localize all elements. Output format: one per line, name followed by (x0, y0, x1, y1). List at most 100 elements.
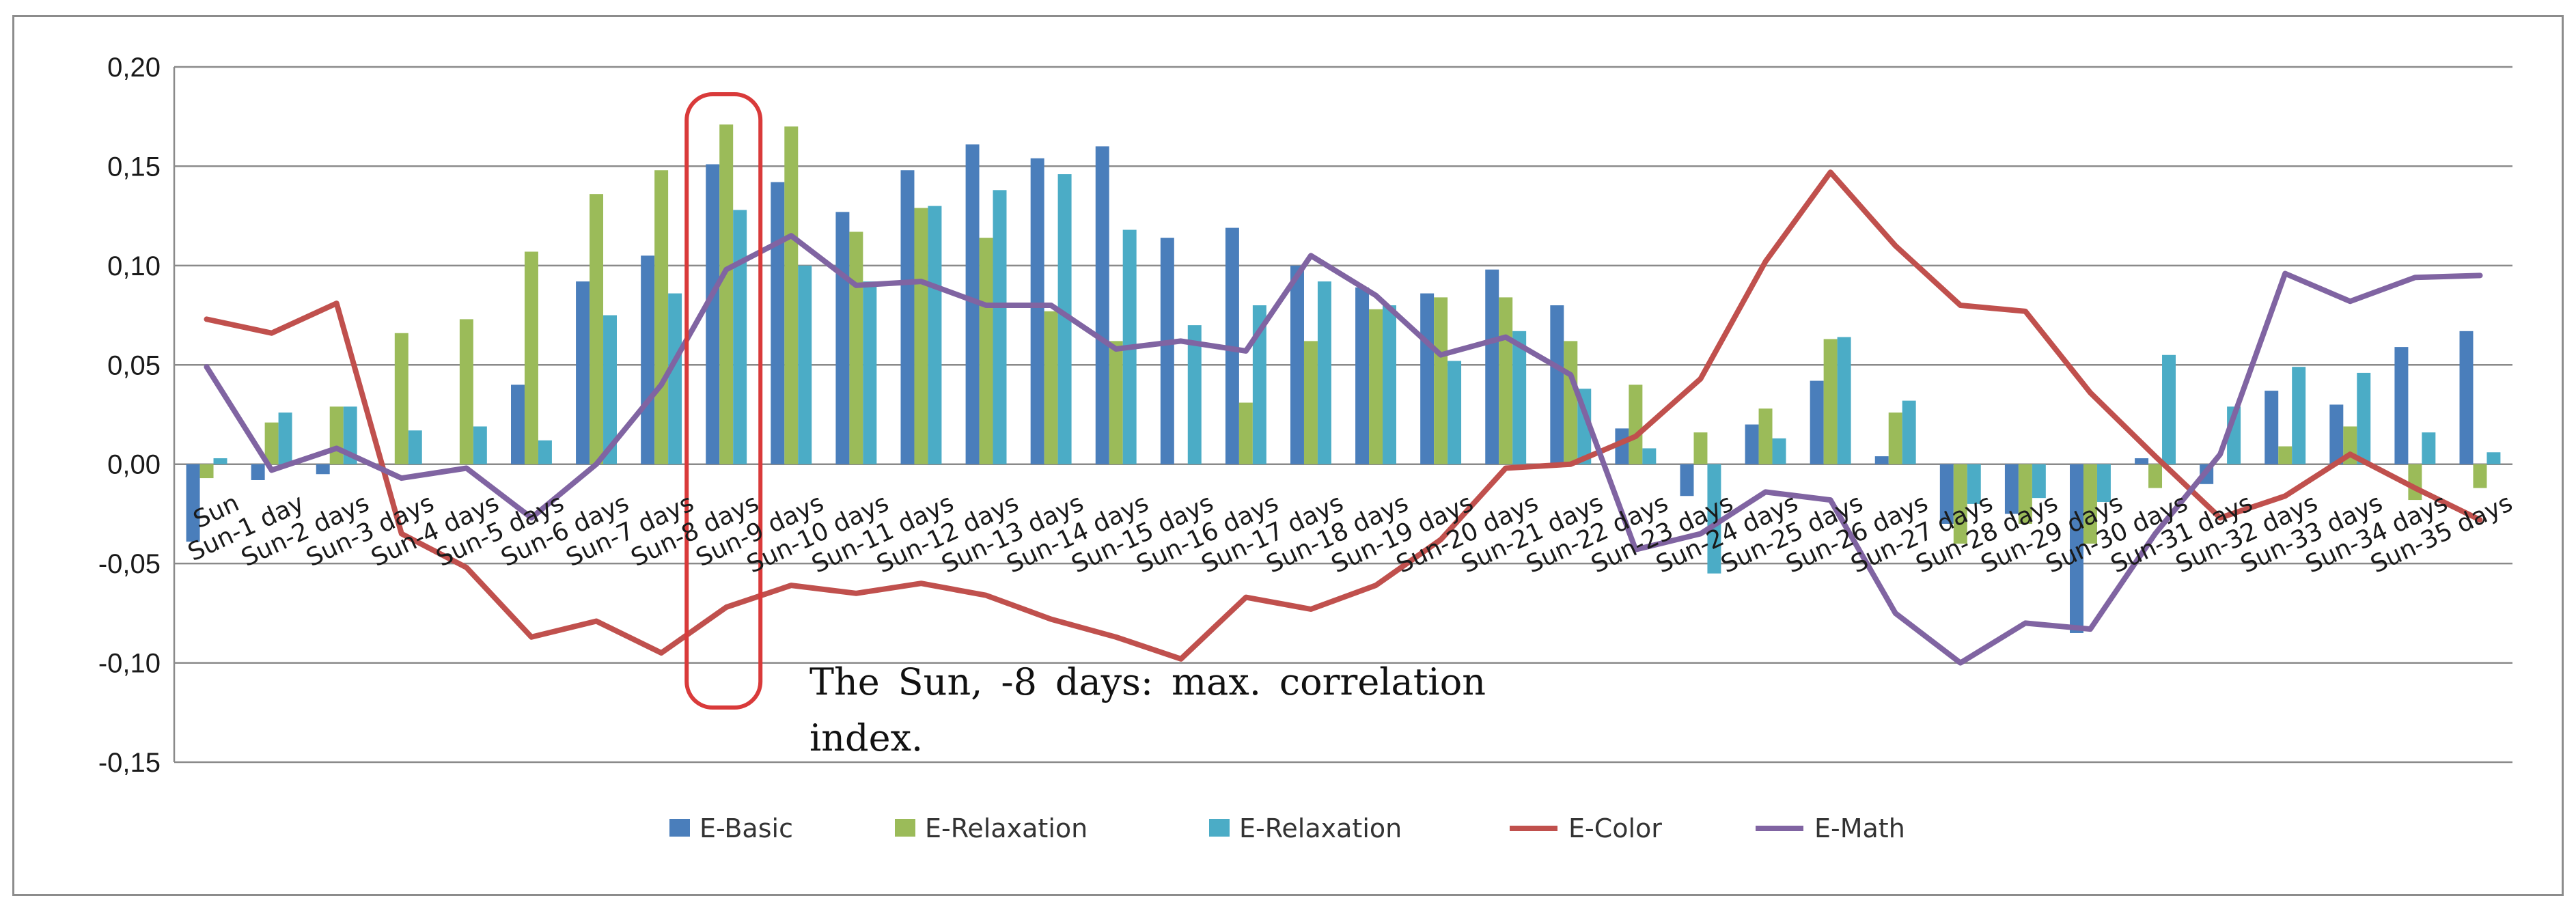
bar-1-sun-30-days (2135, 458, 2149, 464)
bar-2-sun-2-days (329, 406, 344, 464)
bar-1-sun-1-day (251, 464, 265, 480)
bar-2-sun-24-days (1758, 408, 1773, 464)
bar-3-sun-27-days (1967, 464, 1981, 504)
bar-3-sun-1-day (278, 412, 292, 464)
chart-annotation: The Sun, -8 days: max. correlation index… (809, 660, 1486, 759)
y-tick-label: -0,15 (98, 748, 161, 778)
bar-1-sun-12-days (965, 144, 980, 464)
y-tick-label: 0,15 (107, 152, 161, 182)
bar-3-sun-35-days (2487, 452, 2501, 464)
bar-2-sun-10-days (849, 232, 863, 464)
bar-1-sun-8-days (706, 164, 720, 464)
bar-1-sun-7-days (641, 255, 655, 464)
bar-3-sun-8-days (733, 210, 747, 464)
bar-2-sun-12-days (979, 238, 993, 464)
bar-2-sun-8-days (719, 124, 734, 464)
bar-3-sun-9-days (798, 265, 812, 464)
bar-1-sun-22-days (1615, 428, 1629, 464)
bar-3-sun-23-days (1707, 464, 1721, 574)
bar-3-sun-19-days (1448, 361, 1462, 464)
bar-2-sun-35-days (2473, 464, 2487, 488)
legend-label: E-Relaxation (925, 813, 1088, 843)
bar-3-sun-33-days (2357, 372, 2371, 464)
bar-3-sun-12-days (993, 190, 1007, 464)
bar-2-sun-16-days (1238, 402, 1253, 464)
bar-1-sun-23-days (1680, 464, 1694, 497)
bar-3-sun-11-days (928, 206, 942, 464)
bar-1-sun-14-days (1095, 146, 1109, 464)
bar-1-sun-5-days (511, 384, 525, 464)
bar-2-sun-20-days (1499, 297, 1513, 464)
y-axis-ticks: -0,15 -0,10 -0,05 0,00 0,05 0,10 0,15 0,20 (98, 53, 161, 778)
bar-1-sun-28-days (2004, 464, 2019, 514)
bar-2-sun-29-days (2083, 464, 2097, 544)
bar-3-sun-3-days (408, 430, 422, 464)
line-e-color (204, 169, 2483, 662)
bar-1-sun-9-days (771, 182, 785, 464)
bar-1-sun-18-days (1355, 287, 1370, 464)
bar-3-sun-4-days (473, 426, 487, 464)
bar-3-sun-7-days (668, 293, 682, 464)
bar-1-sun-17-days (1290, 265, 1304, 464)
bar-3-sun-32-days (2292, 367, 2306, 464)
bar-3-sun-29-days (2096, 464, 2111, 502)
bar-1-sun-24-days (1745, 424, 1759, 464)
bar-2-sun-7-days (654, 170, 669, 464)
y-tick-label: 0,05 (107, 350, 161, 380)
bar-2-sun-34-days (2408, 464, 2422, 501)
bar-1-sun-6-days (576, 281, 590, 464)
legend-label: E-Math (1814, 813, 1905, 843)
bar-3-sun-25-days (1837, 337, 1851, 464)
bar-3-sun-6-days (603, 315, 617, 464)
bar-3-sun (213, 458, 227, 464)
bar-1-sun-34-days (2394, 347, 2409, 464)
bar-1-sun-20-days (1485, 269, 1499, 464)
bar-1-sun-16-days (1225, 227, 1239, 464)
bar-2-sun-32-days (2278, 446, 2293, 464)
bar-3-sun-34-days (2422, 432, 2436, 464)
bar-3-sun-20-days (1512, 331, 1527, 464)
bar-2-sun-13-days (1044, 311, 1058, 464)
bar-2-sun-5-days (524, 251, 538, 464)
y-tick-label: -0,10 (98, 649, 161, 679)
bar-1-sun (186, 464, 200, 542)
y-tick-label: 0,10 (107, 251, 161, 281)
bar-2-sun (199, 464, 214, 479)
bar-2-sun-22-days (1629, 384, 1643, 464)
bar-3-sun-26-days (1902, 400, 1916, 464)
bar-3-sun-22-days (1642, 448, 1657, 464)
bar-3-sun-10-days (863, 281, 877, 464)
legend-label: E-Basic (700, 813, 793, 843)
bar-1-sun-25-days (1810, 380, 1824, 464)
bar-3-sun-2-days (343, 406, 357, 464)
legend-swatch (1209, 819, 1230, 837)
bar-2-sun-17-days (1303, 341, 1318, 464)
bar-2-sun-30-days (2148, 464, 2163, 488)
bar-1-sun-32-days (2265, 391, 2279, 464)
legend-label: E-Relaxation (1239, 813, 1402, 843)
bar-2-sun-19-days (1434, 297, 1448, 464)
bar-3-sun-5-days (538, 440, 552, 464)
gridlines (173, 66, 2512, 764)
legend-swatch (669, 819, 690, 837)
bar-1-sun-33-days (2329, 404, 2344, 464)
bar-1-sun-13-days (1030, 158, 1044, 464)
bar-2-sun-25-days (1823, 339, 1838, 464)
bar-2-sun-1-day (264, 422, 279, 464)
bar-1-sun-29-days (2070, 464, 2083, 633)
bar-3-sun-30-days (2162, 354, 2176, 464)
bar-2-sun-21-days (1564, 341, 1578, 464)
bar-3-sun-28-days (2032, 464, 2046, 499)
bar-3-sun-16-days (1252, 305, 1266, 464)
bar-1-sun-15-days (1160, 238, 1174, 464)
y-tick-label: 0,00 (107, 450, 161, 480)
legend: E-Basic E-Relaxation E-Relaxation E-Color E-… (669, 813, 1905, 843)
y-tick-label: 0,20 (107, 53, 161, 83)
bar-2-sun-6-days (590, 194, 604, 464)
bar-1-sun-10-days (835, 212, 850, 464)
bar-2-sun-3-days (394, 333, 408, 464)
highlight-box (684, 92, 763, 710)
legend-label: E-Color (1568, 813, 1662, 843)
